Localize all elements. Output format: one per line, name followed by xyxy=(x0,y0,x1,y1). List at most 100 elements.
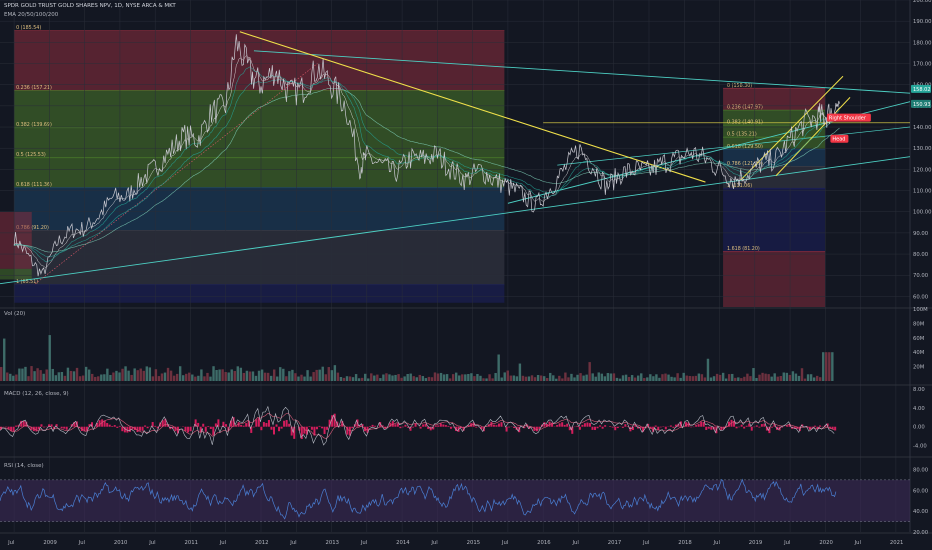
macd-histogram-bar xyxy=(389,422,392,427)
ema-line-3 xyxy=(13,79,840,257)
macd-panel-label[interactable]: MACD (12, 26, close, 9) xyxy=(4,391,69,397)
macd-histogram-bar xyxy=(30,426,33,430)
volume-bar xyxy=(828,352,831,381)
volume-bar xyxy=(142,370,145,381)
macd-histogram-bar xyxy=(781,426,784,428)
macd-histogram-bar xyxy=(695,425,698,427)
volume-bar xyxy=(476,374,479,381)
y-tick-label: 80.00 xyxy=(913,252,929,258)
macd-histogram-bar xyxy=(452,426,455,428)
macd-histogram-bar xyxy=(543,422,546,427)
volume-bar xyxy=(112,372,115,381)
rsi-tick-label: 40.00 xyxy=(913,509,929,515)
volume-bar xyxy=(682,372,685,381)
macd-histogram-bar xyxy=(568,426,571,431)
volume-bar xyxy=(424,378,428,381)
fib-left-level-label: 0 (185.54) xyxy=(16,25,41,31)
volume-bar xyxy=(370,373,373,381)
rsi-panel-label[interactable]: RSI (14, close) xyxy=(4,463,44,469)
fib-left-zone xyxy=(14,230,505,285)
volume-bar xyxy=(809,374,813,381)
volume-bar xyxy=(515,376,519,381)
volume-bar xyxy=(163,372,167,381)
volume-bar xyxy=(573,377,576,381)
volume-bar xyxy=(360,377,364,381)
volume-tick-label: 60M xyxy=(913,336,925,342)
macd-histogram-bar xyxy=(740,424,743,427)
y-tick-label: 190.00 xyxy=(913,19,932,25)
rsi-line xyxy=(0,478,837,520)
price-tag-label: 150.93 xyxy=(913,102,931,108)
macd-histogram-bar xyxy=(207,425,210,427)
macd-tick-label: 4.00 xyxy=(913,406,925,412)
macd-histogram-bar xyxy=(710,426,713,430)
fib-left-zone xyxy=(14,284,505,303)
volume-panel-label[interactable]: Vol (20) xyxy=(4,311,26,317)
volume-bar xyxy=(391,375,394,381)
volume-bar xyxy=(427,376,431,381)
macd-histogram-bar xyxy=(642,426,645,432)
volume-bar xyxy=(242,372,246,381)
volume-bar xyxy=(558,375,561,381)
macd-histogram-bar xyxy=(146,426,149,429)
macd-histogram-bar xyxy=(406,426,409,428)
pattern-annotation-label: Right Shoulder xyxy=(829,116,867,122)
volume-bar xyxy=(700,374,704,381)
volume-bar xyxy=(288,371,291,381)
macd-histogram-bar xyxy=(733,421,736,427)
macd-histogram-bar xyxy=(760,424,763,427)
x-tick-label: Jul xyxy=(854,540,861,546)
macd-histogram-bar xyxy=(422,424,425,427)
macd-histogram-bar xyxy=(419,426,422,429)
macd-histogram-bar xyxy=(624,424,627,427)
volume-bar xyxy=(591,373,594,381)
volume-bar xyxy=(812,377,816,381)
volume-bar xyxy=(121,368,124,381)
macd-histogram-bar xyxy=(621,426,624,428)
price-tag xyxy=(911,84,931,93)
macd-histogram-bar xyxy=(634,424,637,427)
macd-histogram-bar xyxy=(705,426,708,430)
macd-histogram-bar xyxy=(765,426,768,431)
volume-bar xyxy=(215,369,218,381)
support-trendline xyxy=(0,156,911,285)
macd-histogram-bar xyxy=(235,425,238,427)
macd-histogram-bar xyxy=(0,426,2,430)
macd-histogram-bar xyxy=(230,420,233,427)
fib-left-level-label: 0.5 (125.53) xyxy=(16,152,46,158)
volume-bar xyxy=(612,373,616,381)
fib-right-zone xyxy=(723,251,826,307)
volume-bar xyxy=(597,372,600,381)
macd-histogram-bar xyxy=(409,426,412,431)
macd-histogram-bar xyxy=(816,426,819,430)
macd-histogram-bar xyxy=(556,425,559,427)
x-tick-label: Jul xyxy=(289,540,296,546)
volume-bar xyxy=(63,375,67,381)
volume-bar xyxy=(764,373,767,381)
macd-histogram-bar xyxy=(743,426,746,429)
macd-histogram-bar xyxy=(654,425,657,427)
volume-bar xyxy=(825,352,828,381)
volume-bar xyxy=(609,373,613,381)
volume-bar xyxy=(588,362,591,381)
macd-histogram-bar xyxy=(460,426,463,429)
volume-bar xyxy=(430,377,434,381)
macd-histogram-bar xyxy=(611,426,614,428)
volume-bar xyxy=(227,372,230,381)
macd-histogram-bar xyxy=(381,425,384,427)
macd-histogram-bar xyxy=(455,426,457,431)
volume-bar xyxy=(494,373,497,381)
macd-histogram-bar xyxy=(391,421,394,427)
volume-bar xyxy=(703,377,707,381)
fib-right-zone xyxy=(723,88,826,111)
volume-bar xyxy=(779,375,782,381)
volume-tick-label: 20M xyxy=(913,365,925,371)
ema-indicator-label[interactable]: EMA 20/50/100/200 xyxy=(4,12,59,18)
macd-histogram-bar xyxy=(394,424,397,427)
macd-histogram-bar xyxy=(351,426,354,429)
x-tick-label: 2011 xyxy=(184,540,197,546)
macd-histogram-bar xyxy=(247,420,250,427)
macd-histogram-bar xyxy=(303,426,306,434)
x-tick-label: 2013 xyxy=(326,540,339,546)
